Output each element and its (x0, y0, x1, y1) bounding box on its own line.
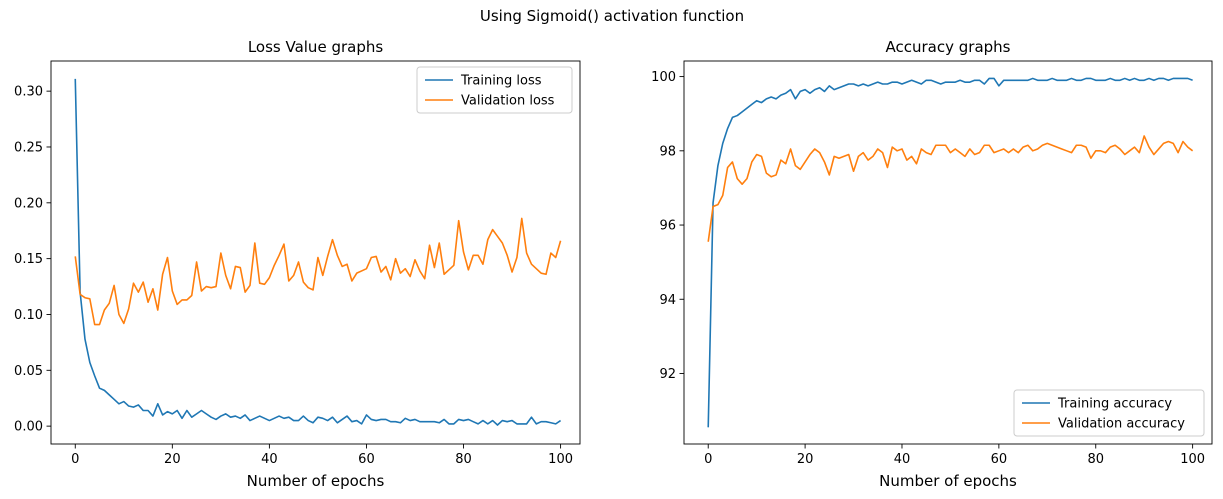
loss-legend-label-validation: Validation loss (461, 94, 555, 109)
accuracy-x-tick-label: 100 (1180, 452, 1205, 467)
figure-title: Using Sigmoid() activation function (480, 7, 744, 25)
loss-legend-box (416, 66, 573, 114)
loss-chart: Loss Value graphs 0 20 40 60 80 100 0.00 0.05 0.1… (14, 38, 581, 490)
accuracy-legend-label-validation: Validation accuracy (1058, 417, 1185, 432)
accuracy-series-training-line (707, 77, 1193, 428)
loss-y-tick-label: 0.30 (14, 85, 43, 100)
loss-y-tick-label: 0.20 (14, 196, 43, 211)
loss-x-tick-label: 40 (261, 452, 278, 467)
accuracy-y-tick-label: 94 (659, 293, 676, 308)
loss-legend-label-training: Training loss (460, 74, 542, 89)
accuracy-x-tick-label: 0 (704, 452, 712, 467)
loss-y-tick-label: 0.10 (14, 308, 43, 323)
loss-x-tick-label: 80 (455, 452, 472, 467)
loss-y-tick-label: 0.05 (14, 364, 43, 379)
loss-series-validation-line (74, 217, 562, 326)
accuracy-y-tick-label: 98 (659, 144, 676, 159)
accuracy-y-tick-label: 92 (659, 367, 676, 382)
accuracy-x-tick-label: 80 (1087, 452, 1104, 467)
accuracy-legend-box (1013, 389, 1205, 437)
loss-x-tick-label: 20 (164, 452, 181, 467)
loss-x-tick-label: 100 (548, 452, 573, 467)
accuracy-legend-label-training: Training accuracy (1057, 397, 1172, 412)
accuracy-x-tick-label: 60 (991, 452, 1008, 467)
loss-y-tick-label: 0.15 (14, 252, 43, 267)
accuracy-y-tick-label: 96 (659, 219, 676, 234)
accuracy-y-tick-label: 100 (651, 70, 676, 85)
loss-y-tick-label: 0.25 (14, 140, 43, 155)
loss-x-tick-label: 60 (358, 452, 375, 467)
loss-x-tick-label: 0 (71, 452, 79, 467)
accuracy-chart-title: Accuracy graphs (886, 38, 1011, 56)
accuracy-x-tick-label: 40 (894, 452, 911, 467)
loss-chart-title: Loss Value graphs (248, 38, 384, 56)
accuracy-plot-frame (683, 60, 1213, 445)
loss-legend: Training loss Validation loss (416, 66, 573, 114)
accuracy-series-validation-line (707, 135, 1194, 242)
loss-y-tick-label: 0.00 (14, 420, 43, 435)
loss-plot-frame (50, 60, 581, 445)
accuracy-x-axis-title: Number of epochs (879, 472, 1017, 490)
accuracy-chart: Accuracy graphs 0 20 40 60 80 100 92 94 96 98 100 Nu… (651, 38, 1213, 490)
accuracy-legend: Training accuracy Validation accuracy (1013, 389, 1205, 437)
loss-x-axis-title: Number of epochs (247, 472, 385, 490)
accuracy-x-tick-label: 20 (797, 452, 814, 467)
loss-series-training-line (74, 78, 562, 426)
